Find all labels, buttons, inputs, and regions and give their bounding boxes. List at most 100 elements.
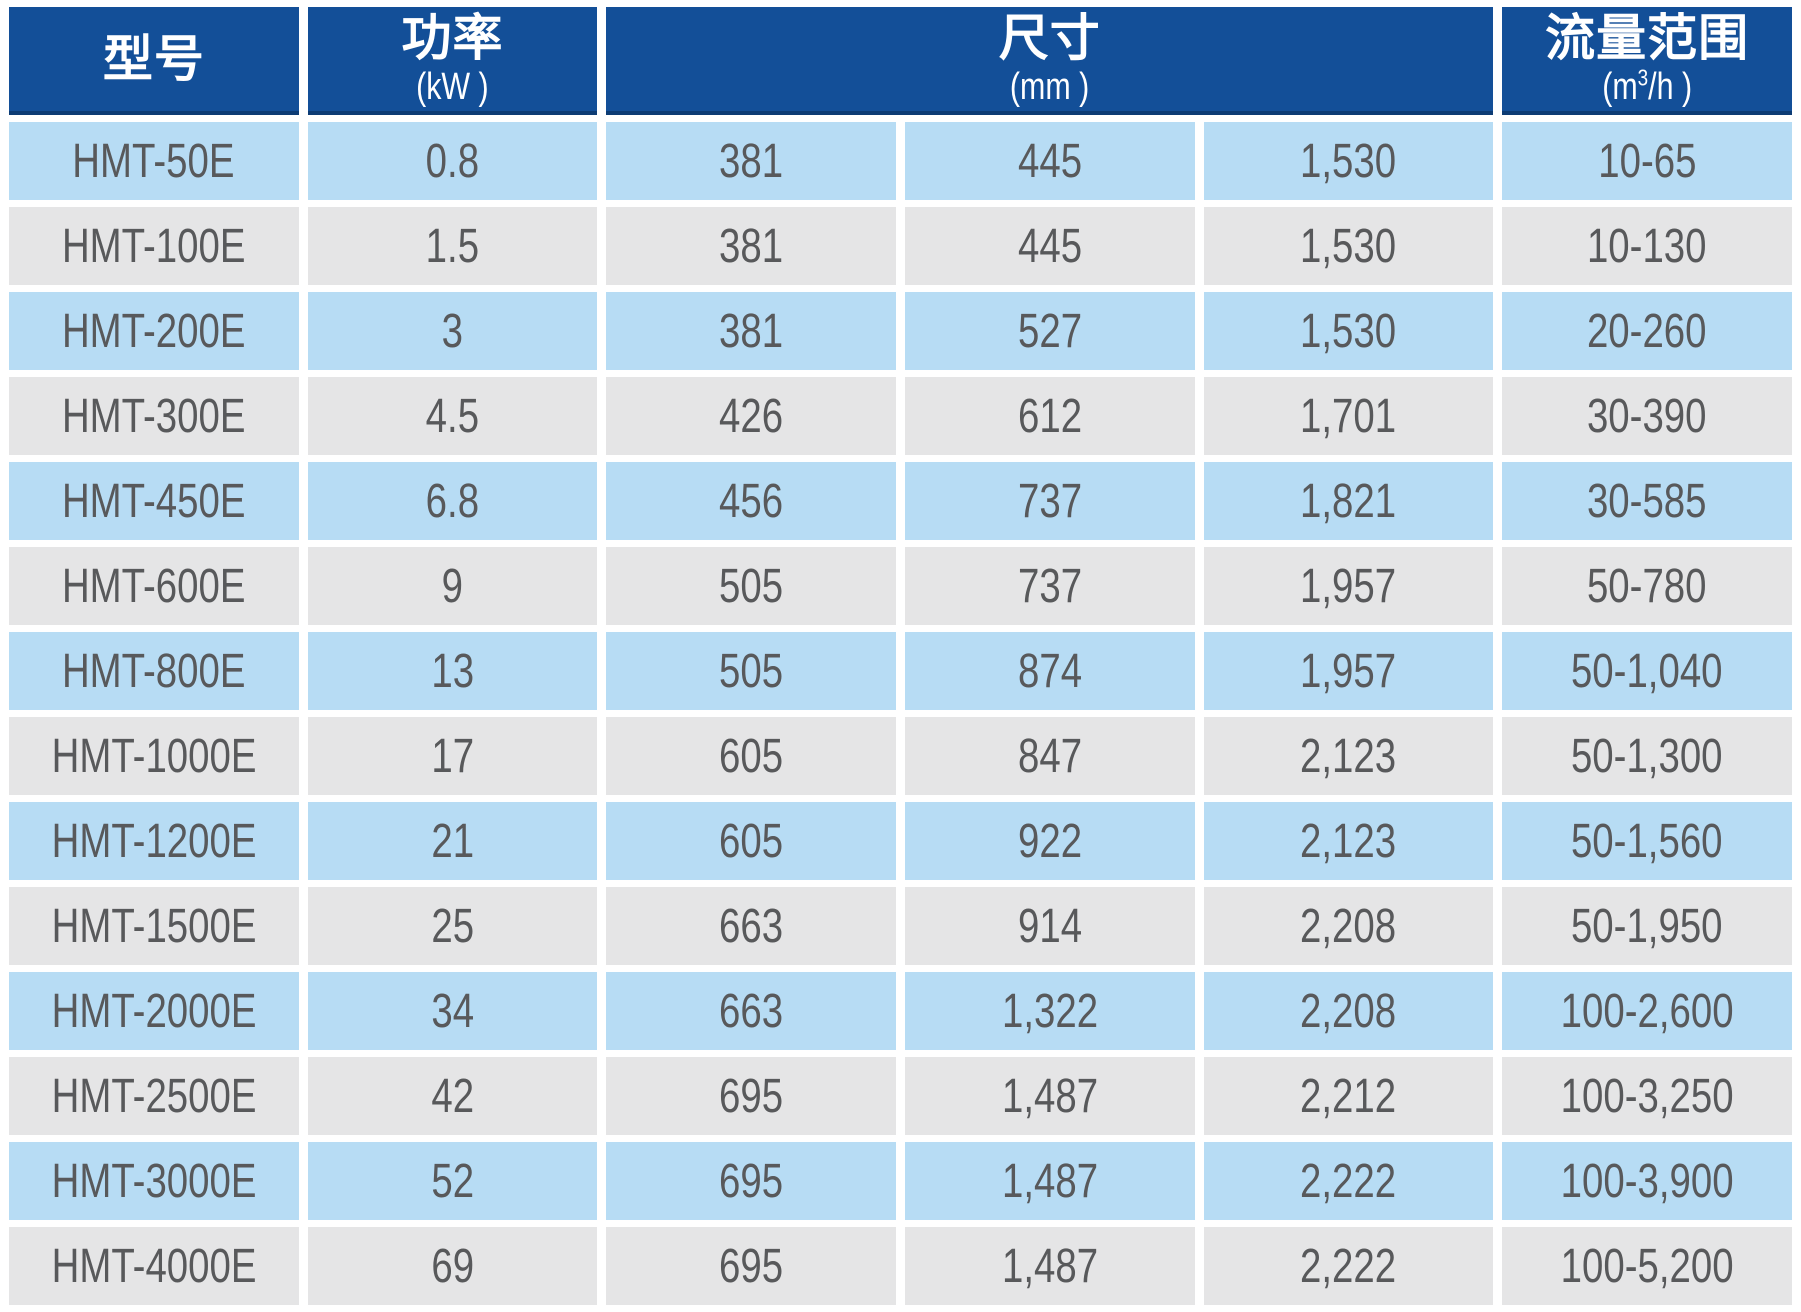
dimension-height-cell: 2,208 [1203, 972, 1494, 1050]
dimension-height-cell: 1,530 [1203, 292, 1494, 370]
dimension-width-cell: 663 [606, 887, 896, 965]
power-cell: 69 [307, 1227, 598, 1305]
dimensions-header-title: 尺寸 [998, 9, 1101, 66]
model-cell: HMT-2500E [9, 1057, 299, 1135]
power-cell: 34 [307, 972, 598, 1050]
flow-range-cell: 50-1,560 [1502, 802, 1792, 880]
power-header-unit: (kW ) [416, 65, 489, 108]
dimension-height-cell: 2,123 [1203, 802, 1494, 880]
dimension-depth-cell: 914 [904, 887, 1195, 965]
dimension-width-cell: 605 [606, 802, 896, 880]
flow-range-header-title: 流量范围 [1545, 9, 1750, 66]
flow-range-cell: 20-260 [1502, 292, 1792, 370]
power-column-header: 功率 (kW ) [307, 7, 598, 115]
flow-range-cell: 30-390 [1502, 377, 1792, 455]
model-cell: HMT-50E [9, 122, 299, 200]
table-row: HMT-4000E 69 695 1,487 2,222 100-5,200 [9, 1227, 1792, 1305]
flow-range-cell: 100-3,250 [1502, 1057, 1792, 1135]
model-cell: HMT-2000E [9, 972, 299, 1050]
dimension-height-cell: 1,821 [1203, 462, 1494, 540]
table-row: HMT-300E 4.5 426 612 1,701 30-390 [9, 377, 1792, 455]
table-row: HMT-2500E 42 695 1,487 2,212 100-3,250 [9, 1057, 1792, 1135]
model-cell: HMT-300E [9, 377, 299, 455]
header-row: 型号 功率 (kW ) 尺寸 (mm ) 流量范围 (m3/h ) [9, 7, 1792, 115]
dimension-depth-cell: 612 [904, 377, 1195, 455]
model-cell: HMT-450E [9, 462, 299, 540]
model-column-header: 型号 [9, 7, 299, 115]
dimensions-header-unit: (mm ) [1010, 65, 1090, 108]
model-header-title: 型号 [102, 31, 205, 87]
dimension-width-cell: 381 [606, 122, 896, 200]
dimension-depth-cell: 527 [904, 292, 1195, 370]
power-cell: 17 [307, 717, 598, 795]
dimension-height-cell: 1,530 [1203, 207, 1494, 285]
model-cell: HMT-1500E [9, 887, 299, 965]
power-cell: 25 [307, 887, 598, 965]
table-row: HMT-100E 1.5 381 445 1,530 10-130 [9, 207, 1792, 285]
flow-range-cell: 30-585 [1502, 462, 1792, 540]
table-row: HMT-450E 6.8 456 737 1,821 30-585 [9, 462, 1792, 540]
table-row: HMT-600E 9 505 737 1,957 50-780 [9, 547, 1792, 625]
power-header-title: 功率 [401, 9, 504, 66]
table-row: HMT-1200E 21 605 922 2,123 50-1,560 [9, 802, 1792, 880]
model-cell: HMT-3000E [9, 1142, 299, 1220]
flow-range-cell: 100-3,900 [1502, 1142, 1792, 1220]
dimension-width-cell: 505 [606, 547, 896, 625]
dimension-height-cell: 1,957 [1203, 547, 1494, 625]
table-row: HMT-200E 3 381 527 1,530 20-260 [9, 292, 1792, 370]
table-row: HMT-2000E 34 663 1,322 2,208 100-2,600 [9, 972, 1792, 1050]
dimension-depth-cell: 445 [904, 207, 1195, 285]
spec-table-body: HMT-50E 0.8 381 445 1,530 10-65 HMT-100E… [9, 122, 1792, 1305]
dimension-depth-cell: 1,322 [904, 972, 1195, 1050]
flow-range-cell: 50-1,300 [1502, 717, 1792, 795]
table-row: HMT-1500E 25 663 914 2,208 50-1,950 [9, 887, 1792, 965]
dimension-width-cell: 456 [606, 462, 896, 540]
dimension-width-cell: 426 [606, 377, 896, 455]
model-cell: HMT-100E [9, 207, 299, 285]
dimension-width-cell: 505 [606, 632, 896, 710]
model-cell: HMT-600E [9, 547, 299, 625]
dimension-width-cell: 695 [606, 1057, 896, 1135]
power-cell: 42 [307, 1057, 598, 1135]
superscript-3: 3 [1637, 64, 1649, 91]
flow-range-cell: 100-2,600 [1502, 972, 1792, 1050]
dimension-depth-cell: 922 [904, 802, 1195, 880]
dimension-height-cell: 2,208 [1203, 887, 1494, 965]
model-cell: HMT-1200E [9, 802, 299, 880]
model-cell: HMT-200E [9, 292, 299, 370]
dimension-height-cell: 2,123 [1203, 717, 1494, 795]
dimension-depth-cell: 737 [904, 547, 1195, 625]
table-row: HMT-50E 0.8 381 445 1,530 10-65 [9, 122, 1792, 200]
dimension-width-cell: 695 [606, 1142, 896, 1220]
power-cell: 4.5 [307, 377, 598, 455]
model-cell: HMT-4000E [9, 1227, 299, 1305]
dimension-width-cell: 605 [606, 717, 896, 795]
dimension-depth-cell: 445 [904, 122, 1195, 200]
power-cell: 0.8 [307, 122, 598, 200]
power-cell: 9 [307, 547, 598, 625]
flow-range-cell: 50-780 [1502, 547, 1792, 625]
dimension-height-cell: 1,530 [1203, 122, 1494, 200]
dimensions-column-header: 尺寸 (mm ) [606, 7, 1494, 115]
flow-range-cell: 10-65 [1502, 122, 1792, 200]
dimension-depth-cell: 1,487 [904, 1227, 1195, 1305]
power-cell: 6.8 [307, 462, 598, 540]
model-cell: HMT-1000E [9, 717, 299, 795]
dimension-height-cell: 2,212 [1203, 1057, 1494, 1135]
table-row: HMT-800E 13 505 874 1,957 50-1,040 [9, 632, 1792, 710]
dimension-height-cell: 2,222 [1203, 1227, 1494, 1305]
flow-range-cell: 50-1,950 [1502, 887, 1792, 965]
power-cell: 3 [307, 292, 598, 370]
dimension-width-cell: 381 [606, 292, 896, 370]
flow-range-header-unit: (m3/h ) [1602, 64, 1693, 108]
dimension-depth-cell: 1,487 [904, 1057, 1195, 1135]
dimension-height-cell: 1,701 [1203, 377, 1494, 455]
model-cell: HMT-800E [9, 632, 299, 710]
flow-range-cell: 100-5,200 [1502, 1227, 1792, 1305]
dimension-depth-cell: 847 [904, 717, 1195, 795]
table-row: HMT-1000E 17 605 847 2,123 50-1,300 [9, 717, 1792, 795]
power-cell: 1.5 [307, 207, 598, 285]
dimension-depth-cell: 1,487 [904, 1142, 1195, 1220]
dimension-depth-cell: 874 [904, 632, 1195, 710]
